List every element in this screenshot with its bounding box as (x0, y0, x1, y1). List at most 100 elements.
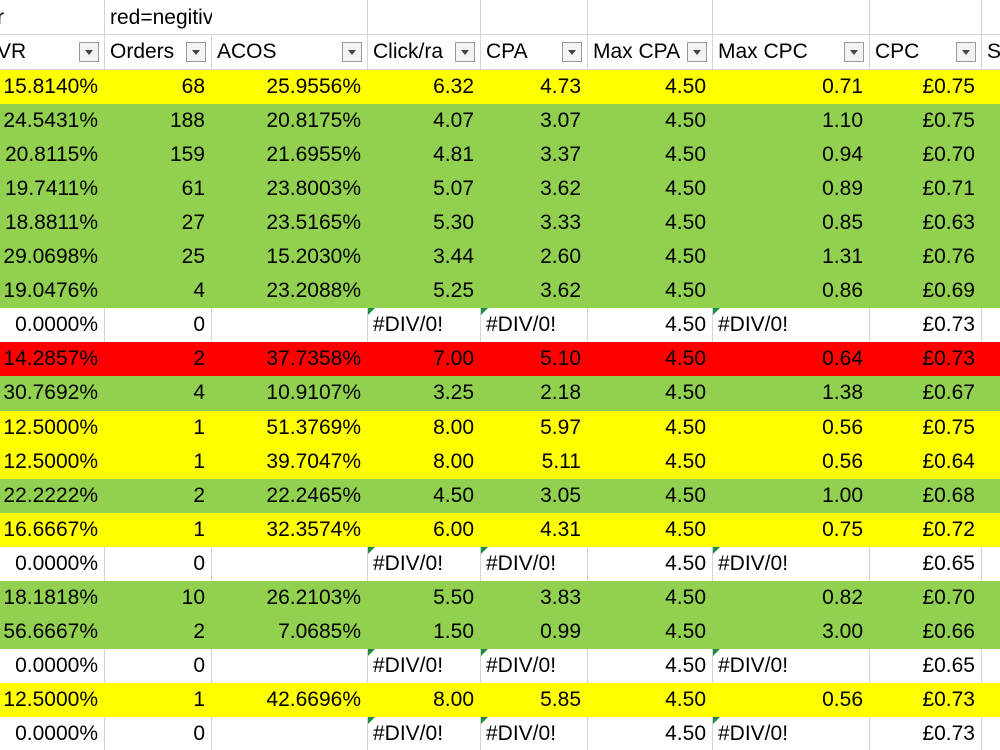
header-cell: Max CPC (713, 35, 870, 70)
cell-text: Orders (110, 40, 175, 63)
cell-text: 2 (193, 483, 205, 507)
cell-text: 6.32 (433, 75, 474, 98)
cell: #DIV/0! (368, 308, 481, 344)
cell-text: 0.75 (822, 517, 863, 541)
cell-text: 27 (181, 211, 205, 235)
filter-button[interactable] (79, 42, 99, 62)
filter-button[interactable] (844, 42, 864, 62)
cell: 4.50 (368, 478, 481, 514)
cell: 0.94 (713, 138, 870, 174)
filter-button[interactable] (342, 42, 362, 62)
cell-text: 0 (193, 721, 205, 745)
cell-text: red=negitive (110, 6, 225, 29)
cell: £0.63 (870, 206, 982, 242)
cell: £0.76 (870, 240, 982, 276)
cell (982, 648, 1000, 684)
filter-button[interactable] (687, 42, 707, 62)
cell-text: £0.65 (922, 653, 975, 677)
cell: 5.10 (481, 342, 588, 378)
cell: 18.8811% (0, 206, 105, 242)
cell-text: 16.6667% (3, 517, 98, 541)
cell: #DIV/0! (713, 716, 870, 750)
cell-text: 0 (193, 313, 205, 337)
cell (982, 342, 1000, 378)
cell-text: £0.73 (922, 313, 975, 337)
cell-text: 1.10 (822, 109, 863, 133)
cell-text: CPC (875, 40, 920, 63)
cell: £0.73 (870, 682, 982, 718)
cell: 4.50 (588, 376, 713, 412)
cell: 4.07 (368, 104, 481, 140)
cell: 6.32 (368, 70, 481, 106)
cell-text: £0.73 (922, 347, 975, 371)
cell-text: 1.38 (822, 381, 863, 405)
cell (870, 0, 982, 35)
cell: 15.8140% (0, 70, 105, 106)
filter-button[interactable] (562, 42, 582, 62)
cell-text: 37.7358% (266, 347, 361, 371)
cell-text: 0.0000% (15, 721, 98, 745)
cell (982, 682, 1000, 718)
cell: 8.00 (368, 410, 481, 446)
filter-button[interactable] (186, 42, 206, 62)
cell-text: £0.64 (922, 449, 975, 473)
cell (982, 104, 1000, 140)
cell: 1.50 (368, 614, 481, 650)
cell (212, 716, 368, 750)
cell: 12.5000% (0, 682, 105, 718)
filter-button[interactable] (455, 42, 475, 62)
cell: 0 (105, 648, 212, 684)
cell-text: 4.50 (665, 313, 706, 337)
cell: 4.50 (588, 206, 713, 242)
cell: 0.56 (713, 410, 870, 446)
cell: 0.56 (713, 444, 870, 480)
cell-text: 5.97 (540, 415, 581, 439)
cell: #DIV/0! (368, 716, 481, 750)
cell (588, 0, 713, 35)
cell: 3.37 (481, 138, 588, 174)
cell-text: 30.7692% (3, 381, 98, 405)
cell-text: 0.0000% (15, 313, 98, 337)
cell: £0.67 (870, 376, 982, 412)
cell-text: 3.44 (433, 245, 474, 269)
cell: £0.65 (870, 648, 982, 684)
cell-text: CPA (486, 40, 528, 63)
cell: 3.33 (481, 206, 588, 242)
cell-text: 1.00 (822, 483, 863, 507)
cell-text: 56.6667% (3, 619, 98, 643)
cell: 3.62 (481, 172, 588, 208)
cell: 20.8115% (0, 138, 105, 174)
cell: 2 (105, 478, 212, 514)
cell: 0.64 (713, 342, 870, 378)
cell-text: 0.71 (822, 75, 863, 98)
cell: 4.50 (588, 512, 713, 548)
cell: £0.75 (870, 410, 982, 446)
error-indicator (368, 648, 375, 656)
error-indicator (368, 308, 375, 316)
cell: £0.75 (870, 104, 982, 140)
cell-text: ACOS (217, 40, 277, 63)
cell: 14.2857% (0, 342, 105, 378)
cell: 0 (105, 308, 212, 344)
cell-text: #DIV/0! (718, 551, 789, 575)
cell (982, 580, 1000, 616)
header-cell: ACOS (212, 35, 368, 70)
cell: 3.44 (368, 240, 481, 276)
filter-button[interactable] (956, 42, 976, 62)
cell: 5.11 (481, 444, 588, 480)
cell-text: 5.25 (433, 279, 474, 303)
cell-text: 39.7047% (266, 449, 361, 473)
cell: 0.86 (713, 274, 870, 310)
cell-text: 4.50 (665, 449, 706, 473)
cell-text: 4.50 (665, 347, 706, 371)
cell-text: 4.50 (665, 381, 706, 405)
cell: 37.7358% (212, 342, 368, 378)
cell-text: 1.50 (433, 619, 474, 643)
cell: 4.50 (588, 342, 713, 378)
cell-text: £0.66 (922, 619, 975, 643)
cell: 20.8175% (212, 104, 368, 140)
cell-text: 3.37 (540, 143, 581, 167)
cell-text: 23.5165% (266, 211, 361, 235)
cell-text: 4.50 (665, 143, 706, 167)
cell: 4.50 (588, 546, 713, 582)
